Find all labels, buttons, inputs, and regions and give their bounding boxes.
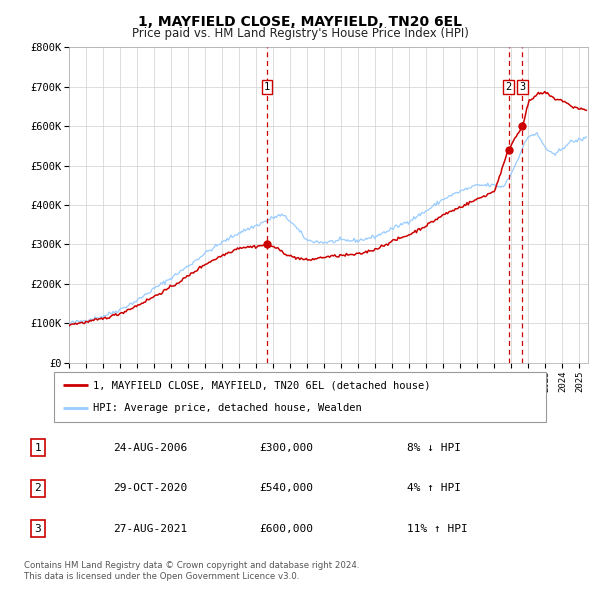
Text: £540,000: £540,000 [260,483,314,493]
Text: HPI: Average price, detached house, Wealden: HPI: Average price, detached house, Weal… [94,404,362,414]
Text: 27-AUG-2021: 27-AUG-2021 [113,524,187,534]
Text: Contains HM Land Registry data © Crown copyright and database right 2024.: Contains HM Land Registry data © Crown c… [24,560,359,569]
Text: 2: 2 [35,483,41,493]
Text: 2: 2 [505,81,512,91]
Text: 8% ↓ HPI: 8% ↓ HPI [407,442,461,453]
Text: 3: 3 [520,81,526,91]
Text: Price paid vs. HM Land Registry's House Price Index (HPI): Price paid vs. HM Land Registry's House … [131,27,469,40]
Text: 11% ↑ HPI: 11% ↑ HPI [407,524,467,534]
Text: This data is licensed under the Open Government Licence v3.0.: This data is licensed under the Open Gov… [24,572,299,581]
Text: 1, MAYFIELD CLOSE, MAYFIELD, TN20 6EL: 1, MAYFIELD CLOSE, MAYFIELD, TN20 6EL [138,15,462,29]
Text: 4% ↑ HPI: 4% ↑ HPI [407,483,461,493]
Text: 3: 3 [35,524,41,534]
Text: £300,000: £300,000 [260,442,314,453]
Text: 24-AUG-2006: 24-AUG-2006 [113,442,187,453]
Text: 1: 1 [35,442,41,453]
Text: 1, MAYFIELD CLOSE, MAYFIELD, TN20 6EL (detached house): 1, MAYFIELD CLOSE, MAYFIELD, TN20 6EL (d… [94,380,431,390]
Text: 29-OCT-2020: 29-OCT-2020 [113,483,187,493]
Text: £600,000: £600,000 [260,524,314,534]
Text: 1: 1 [264,81,271,91]
